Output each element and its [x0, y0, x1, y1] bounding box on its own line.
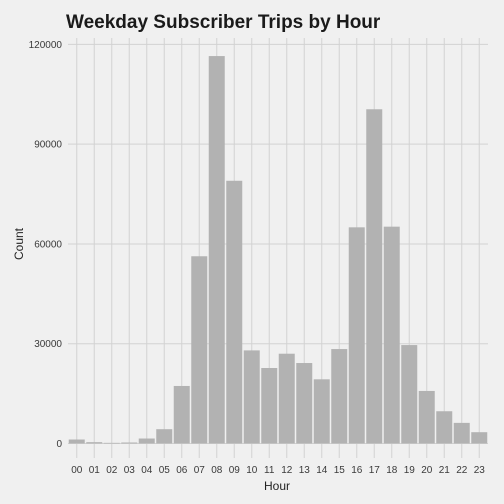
bar: [86, 442, 103, 444]
x-tick-label: 12: [281, 465, 293, 476]
bar: [226, 180, 243, 444]
bar: [68, 439, 85, 444]
bar: [471, 432, 488, 444]
x-tick-label: 08: [211, 465, 223, 476]
bar: [121, 442, 138, 444]
x-tick-label: 20: [421, 465, 433, 476]
bar: [436, 411, 453, 444]
x-tick-label: 07: [194, 465, 206, 476]
x-tick-label: 23: [474, 465, 486, 476]
x-tick-label: 02: [106, 465, 118, 476]
y-tick-label: 60000: [34, 239, 62, 250]
bar: [173, 385, 190, 444]
bar: [418, 390, 435, 444]
x-tick-label: 05: [159, 465, 171, 476]
x-tick-label: 17: [369, 465, 381, 476]
y-axis-ticks: 0 30000 60000 90000 120000: [29, 40, 63, 450]
y-tick-label: 30000: [34, 339, 62, 350]
x-tick-label: 22: [456, 465, 468, 476]
x-tick-label: 13: [299, 465, 311, 476]
bar: [261, 368, 278, 444]
x-axis-label: Hour: [264, 479, 290, 493]
x-tick-label: 01: [89, 465, 101, 476]
x-tick-label: 09: [229, 465, 241, 476]
y-tick-label: 0: [56, 439, 62, 450]
bar: [156, 429, 173, 444]
x-tick-label: 16: [351, 465, 363, 476]
x-tick-label: 10: [246, 465, 258, 476]
bar: [383, 226, 400, 444]
bar: [278, 353, 295, 444]
bar: [208, 56, 225, 444]
bar: [313, 379, 330, 444]
x-tick-label: 18: [386, 465, 398, 476]
bar: [296, 363, 313, 444]
bar: [331, 349, 348, 444]
x-tick-label: 19: [404, 465, 416, 476]
chart-title: Weekday Subscriber Trips by Hour: [66, 12, 381, 33]
x-axis-ticks: 00 01 02 03 04 05 06 07 08 09 10 11 12 13 14 15 16 17 18 19…: [71, 465, 485, 476]
x-tick-label: 21: [439, 465, 451, 476]
y-axis-label: Count: [12, 227, 26, 260]
bar: [103, 442, 120, 444]
x-tick-label: 15: [334, 465, 346, 476]
x-tick-label: 06: [176, 465, 188, 476]
bar: [243, 350, 260, 444]
x-tick-label: 11: [264, 465, 275, 476]
bar: [453, 422, 470, 444]
bar: [348, 227, 365, 444]
y-tick-label: 90000: [34, 140, 62, 151]
x-tick-label: 03: [124, 465, 136, 476]
x-tick-label: 00: [71, 465, 83, 476]
bar: [366, 109, 383, 444]
x-tick-label: 04: [141, 465, 153, 476]
x-tick-label: 14: [316, 465, 328, 476]
bar: [191, 256, 208, 444]
bars: [68, 56, 488, 444]
bar: [138, 438, 155, 444]
y-tick-label: 120000: [29, 40, 63, 51]
bar: [401, 345, 418, 444]
